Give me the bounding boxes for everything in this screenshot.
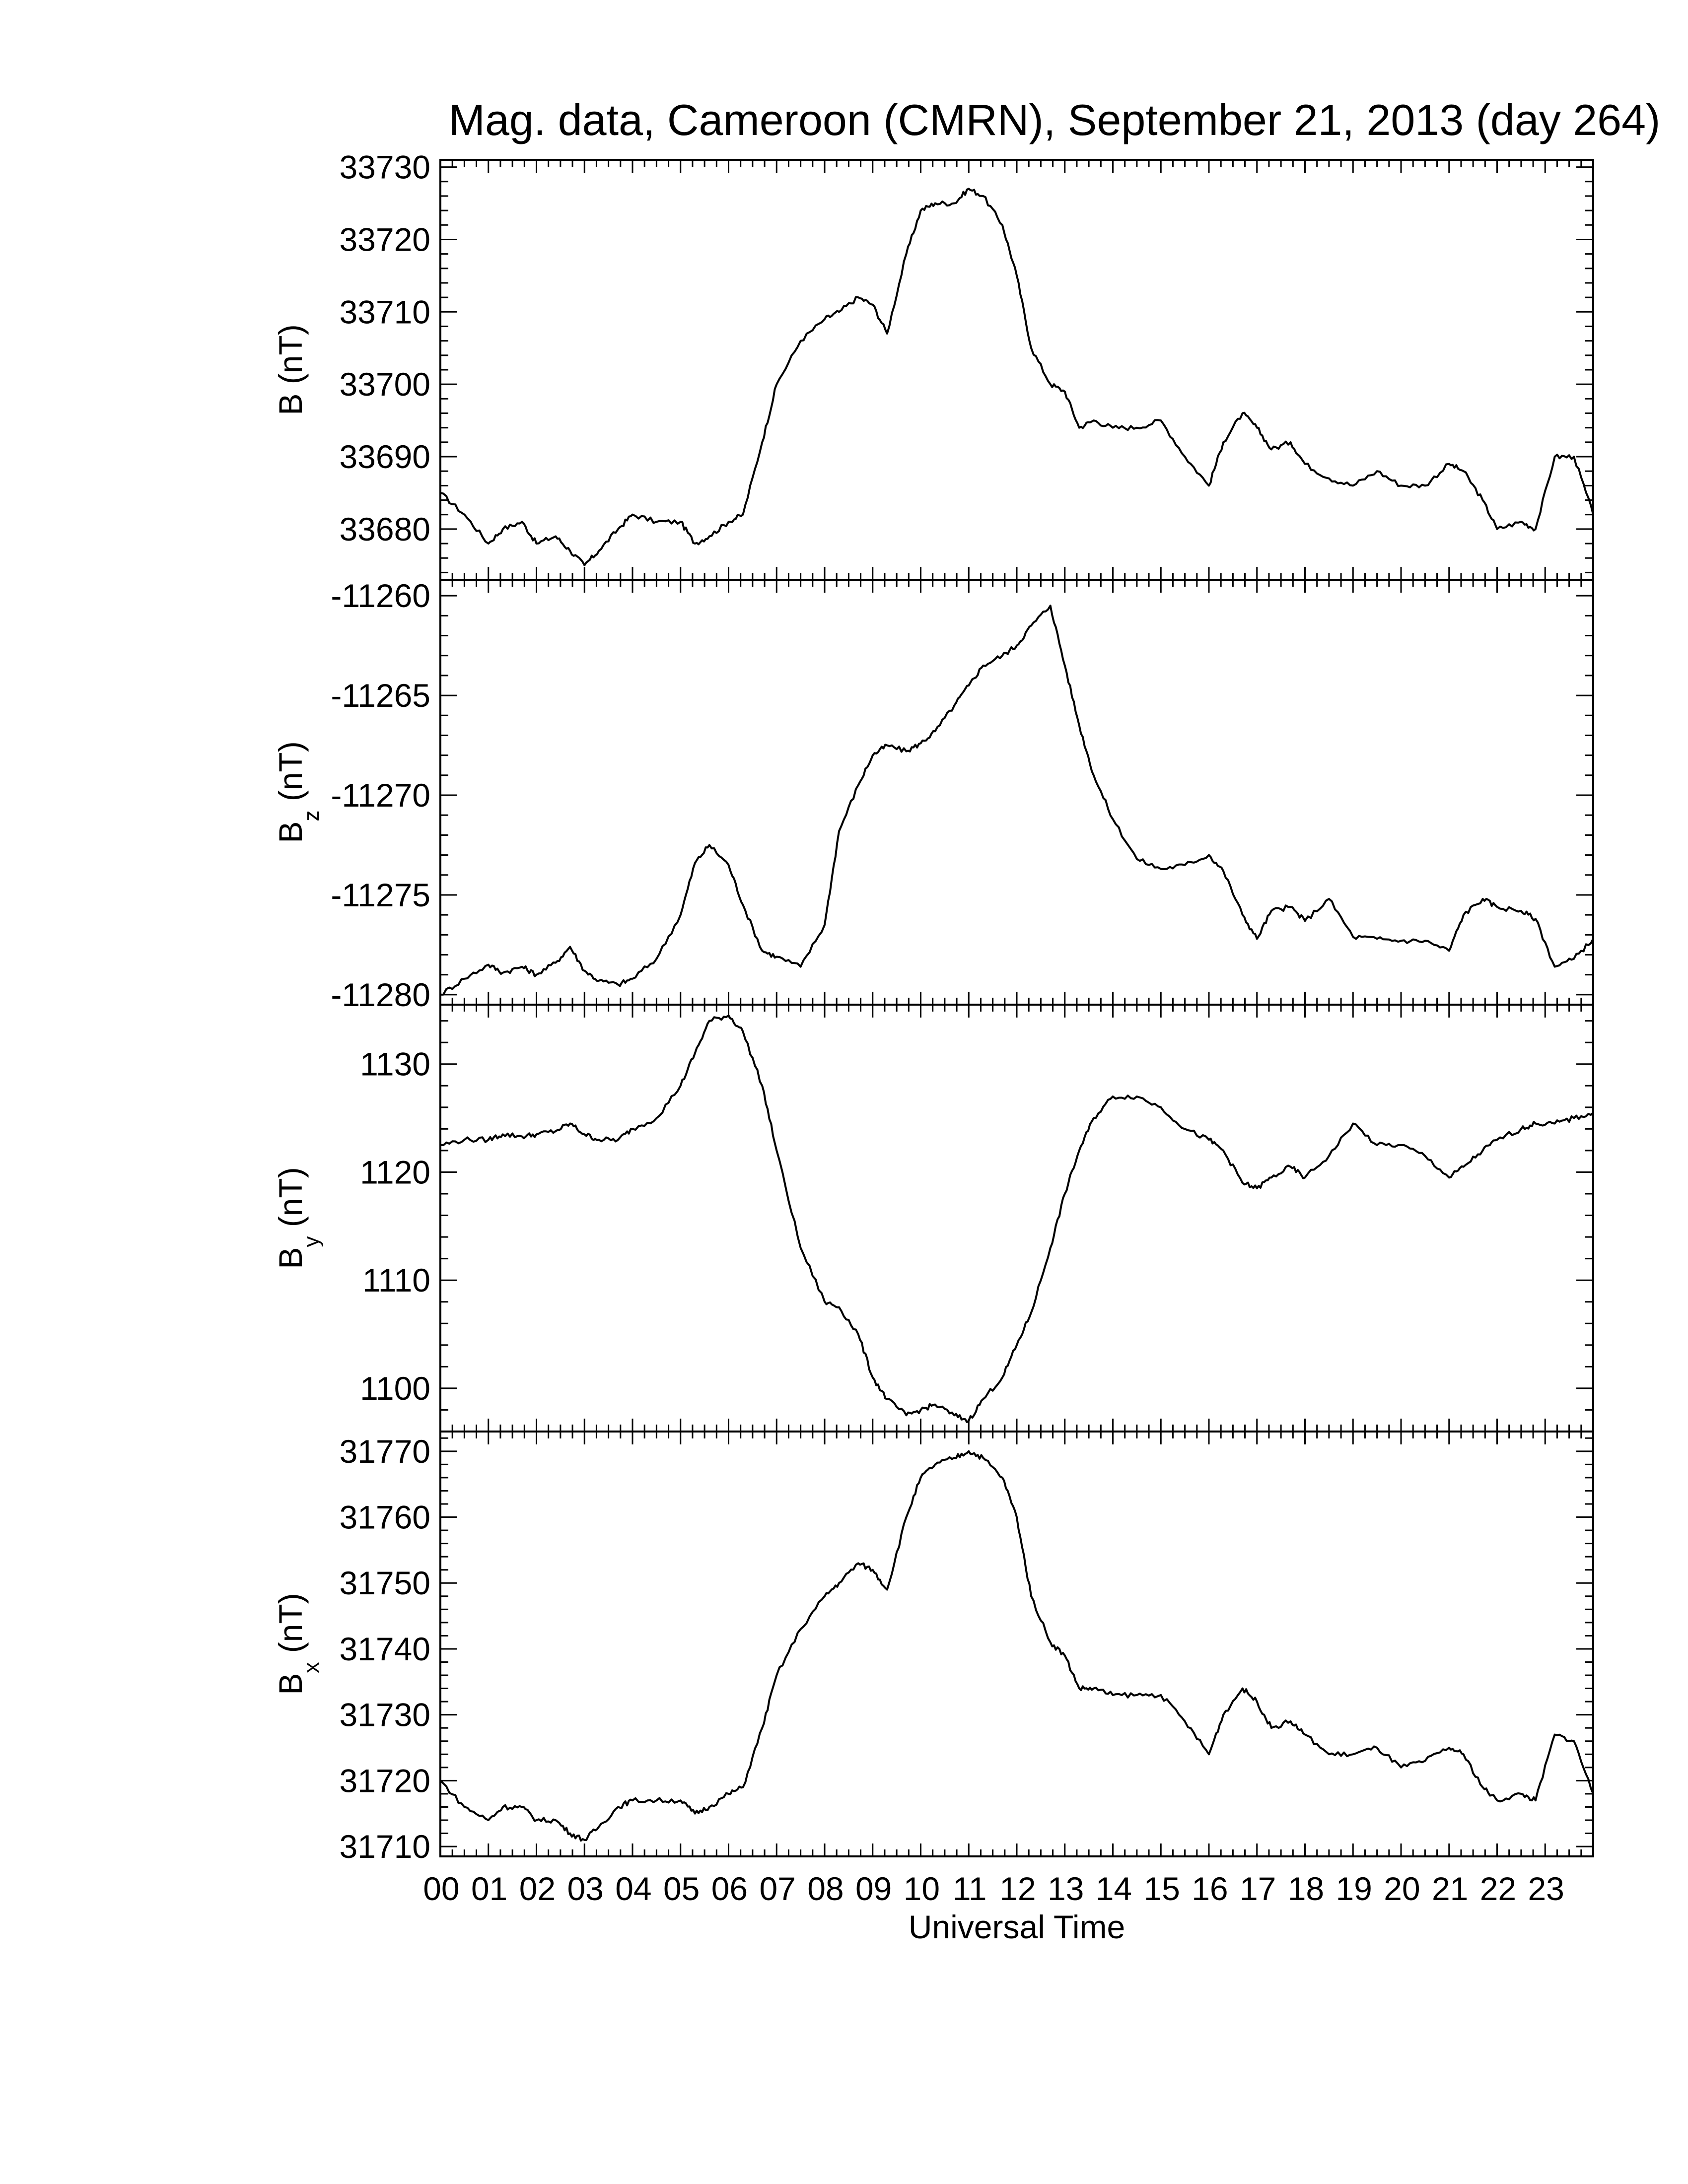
y-tick-label: 31720 <box>339 1762 430 1799</box>
y-tick-label: -11265 <box>331 677 430 714</box>
y-tick-label: 33730 <box>339 149 430 186</box>
x-tick-label: 05 <box>663 1870 700 1907</box>
y-tick-label: 1120 <box>360 1154 430 1190</box>
y-axis-label-unit: (nT) <box>272 1593 309 1662</box>
y-axis-label: By (nT) <box>272 1167 324 1269</box>
series-line-bx <box>439 1450 1594 1842</box>
x-tick-label: 08 <box>807 1870 844 1907</box>
y-tick-label: -11270 <box>331 777 430 814</box>
x-tick-label: 04 <box>615 1870 651 1907</box>
x-tick-label: 10 <box>904 1870 940 1907</box>
y-tick-label: 31750 <box>339 1565 430 1601</box>
y-axis-label: Bz (nT) <box>272 741 324 843</box>
x-axis-label: Universal Time <box>909 1909 1125 1945</box>
y-axis-label: Bx (nT) <box>272 1593 324 1695</box>
x-tick-label: 22 <box>1480 1870 1516 1907</box>
y-axis-label-unit: (nT) <box>272 741 309 810</box>
x-tick-label: 15 <box>1143 1870 1180 1907</box>
y-tick-label: 31710 <box>339 1828 430 1865</box>
x-tick-label: 07 <box>759 1870 795 1907</box>
y-tick-label: 31730 <box>339 1697 430 1733</box>
y-tick-label: 31760 <box>339 1499 430 1536</box>
x-tick-label: 20 <box>1384 1870 1420 1907</box>
x-tick-label: 11 <box>953 1870 987 1907</box>
series-line-by <box>440 1014 1594 1423</box>
y-axis-label-subscript: z <box>299 811 324 821</box>
y-tick-label: 31770 <box>339 1433 430 1470</box>
y-axis-label-unit: (nT) <box>272 324 309 393</box>
x-tick-label: 02 <box>519 1870 556 1907</box>
y-tick-label: 31740 <box>339 1631 430 1667</box>
y-tick-label: 1110 <box>362 1262 430 1298</box>
y-tick-label: 33690 <box>339 438 430 475</box>
figure-title: Mag. data, Cameroon (CMRN), September 21… <box>449 95 1661 144</box>
panel-by: 1100 1110 1120 1130 By (nT) <box>272 1004 1594 1433</box>
x-tick-label: 01 <box>471 1870 507 1907</box>
y-tick-label: 33710 <box>339 293 430 330</box>
y-axis-label-main: B <box>272 1673 309 1695</box>
plot-frame <box>439 1004 1594 1433</box>
x-tick-label: 09 <box>855 1870 892 1907</box>
y-axis-label-main: B <box>272 1247 309 1269</box>
series-line-b-total <box>440 188 1594 566</box>
x-tick-label: 16 <box>1192 1870 1228 1907</box>
panel-bx: 31710 31720 31730 31740 31750 31760 31770 Bx (n… <box>272 1431 1594 1865</box>
y-tick-label: 33720 <box>339 221 430 258</box>
y-axis-label-main: B <box>272 394 309 415</box>
y-tick-label: 33680 <box>339 511 430 547</box>
y-tick-label: 33700 <box>339 366 430 403</box>
x-tick-label: 06 <box>711 1870 748 1907</box>
x-tick-label: 17 <box>1240 1870 1276 1907</box>
x-tick-label: 14 <box>1096 1870 1132 1907</box>
y-axis-label: B (nT) <box>272 324 309 415</box>
y-axis-label-unit: (nT) <box>272 1167 309 1236</box>
x-tick-label: 18 <box>1288 1870 1324 1907</box>
x-tick-label: 03 <box>567 1870 603 1907</box>
series-line-bz <box>440 605 1594 996</box>
y-tick-label: 1130 <box>360 1046 430 1083</box>
plot-frame <box>439 1431 1594 1857</box>
y-axis-label-subscript: x <box>299 1662 324 1673</box>
x-tick-label: 19 <box>1336 1870 1372 1907</box>
x-tick-label: 12 <box>999 1870 1036 1907</box>
y-tick-label: -11275 <box>331 877 430 913</box>
y-tick-label: -11280 <box>331 976 430 1013</box>
plot-frame <box>439 159 1594 581</box>
x-tick-label: 13 <box>1048 1870 1084 1907</box>
y-tick-label: 1100 <box>360 1370 430 1407</box>
x-tick-label: 00 <box>423 1870 459 1907</box>
panel-b-total: 33680 33690 33700 33710 33720 33730 B (nT) <box>272 149 1594 581</box>
y-tick-label: -11260 <box>331 577 430 614</box>
x-tick-label: 23 <box>1528 1870 1564 1907</box>
x-tick-label: 21 <box>1432 1870 1468 1907</box>
y-axis-label-main: B <box>272 821 309 843</box>
y-axis-label-subscript: y <box>299 1236 324 1247</box>
panel-bz: -11280 -11275 -11270 -11265 -11260 Bz (nT) <box>272 577 1594 1013</box>
